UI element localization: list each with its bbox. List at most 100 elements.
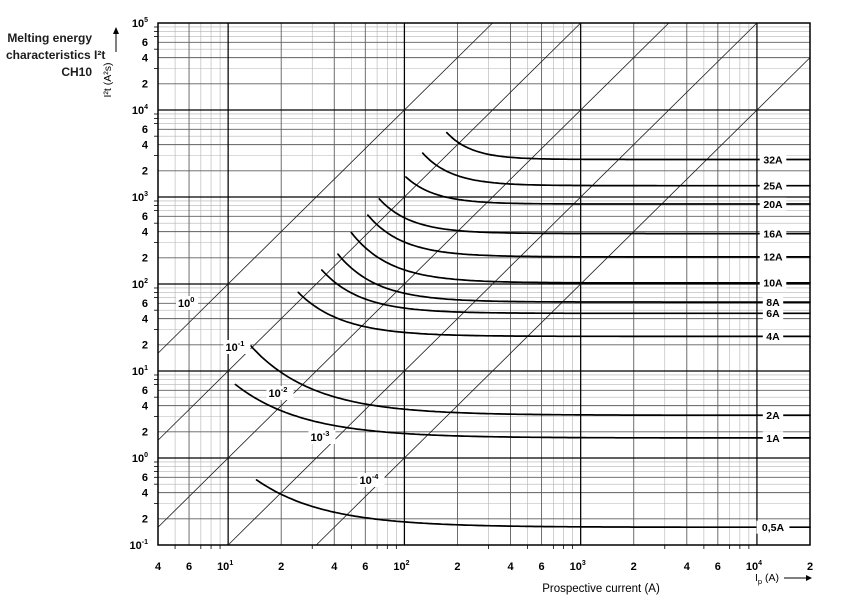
axis-ticks <box>154 26 750 549</box>
fuse-label-20A: 20A <box>763 199 783 211</box>
time-label-10e-3: 10-3 <box>311 429 330 444</box>
x-tick-20: 2 <box>278 561 284 573</box>
chart-title-line1: Melting energy <box>7 31 92 45</box>
y-tick-4000: 4 <box>142 139 149 151</box>
y-tick-1: 100 <box>132 452 148 465</box>
y-tick-labels: 10-1 2 4 6 100 2 4 6 101 2 4 6 102 2 4 6 103 2 4 6 104 2 4 6 105 <box>130 17 149 552</box>
fuse-label-bg <box>762 295 784 309</box>
x-tick-600: 6 <box>539 561 545 573</box>
y-tick-1000: 103 <box>132 191 148 204</box>
x-tick-4000: 4 <box>684 561 691 573</box>
time-label-bg <box>308 430 336 444</box>
x-tick-100: 102 <box>393 560 409 573</box>
time-label-10e0: 100 <box>178 295 194 310</box>
y-tick-600: 6 <box>142 211 148 223</box>
x-axis-title: Prospective current (A) <box>542 583 660 595</box>
chart-title: Melting energy characteristics I²t CH10 <box>6 30 106 80</box>
curve-25A <box>421 152 811 187</box>
curve-12A <box>366 214 811 258</box>
y-tick-10000: 104 <box>132 104 148 117</box>
y-tick-60000: 6 <box>142 37 148 49</box>
fuse-label-10A: 10A <box>763 278 783 290</box>
curve-4A <box>297 291 811 338</box>
y-tick-0.4: 4 <box>142 487 149 499</box>
time-line-labels: 100 10-1 10-2 10-3 10-4 <box>176 295 385 487</box>
fuse-label-4A: 4A <box>766 331 780 343</box>
curve-0,5A <box>255 479 811 529</box>
y-tick-100: 102 <box>132 278 148 291</box>
y-tick-60: 6 <box>142 298 148 310</box>
x-tick-labels: 4 6 101 2 4 6 102 2 4 6 103 2 4 6 104 2 <box>155 560 813 573</box>
time-label-10e-1: 10-1 <box>226 339 245 354</box>
x-tick-2000: 2 <box>631 561 637 573</box>
x-tick-1000: 103 <box>570 560 586 573</box>
chart-title-line2: characteristics I²t <box>6 47 106 62</box>
x-tick-20000: 2 <box>807 561 813 573</box>
x-tick-6000: 6 <box>715 561 721 573</box>
time-label-10e-2: 10-2 <box>269 385 288 400</box>
y-tick-0.1: 10-1 <box>130 539 149 552</box>
curve-1A <box>234 383 811 439</box>
fuse-label-16A: 16A <box>763 228 783 240</box>
time-label-10e-4: 10-4 <box>360 472 380 487</box>
curve-6A <box>320 269 811 315</box>
fuse-label-bg <box>762 306 784 320</box>
y-tick-0.6: 6 <box>142 472 148 484</box>
curve-2A <box>247 342 811 417</box>
y-axis-title: I²t (A²s) <box>102 63 114 98</box>
curve-20A <box>405 176 811 205</box>
x-tick-10: 101 <box>217 560 233 573</box>
y-tick-0.2: 2 <box>142 514 148 526</box>
fuse-label-12A: 12A <box>763 252 783 264</box>
curve-10A <box>350 231 811 284</box>
fuse-label-25A: 25A <box>763 180 783 192</box>
x-tick-10000: 104 <box>746 560 762 573</box>
x-tick-400: 4 <box>507 561 514 573</box>
x-tick-40: 4 <box>331 561 338 573</box>
fuse-label-bg <box>762 408 784 422</box>
y-tick-10: 101 <box>132 365 148 378</box>
time-line-10e-1 <box>157 22 581 441</box>
x-axis-arrow-icon <box>806 575 812 581</box>
x-tick-60: 6 <box>362 561 368 573</box>
curve-32A <box>445 131 811 161</box>
time-line-10e-3 <box>227 22 758 546</box>
fuse-label-bg <box>759 250 787 264</box>
axis-titles: Prospective current (A) Ip (A) I²t (A²s) <box>102 27 812 595</box>
time-line-10e-2 <box>157 22 670 528</box>
y-tick-400: 4 <box>142 226 149 238</box>
fuse-label-2A: 2A <box>766 410 780 422</box>
y-tick-40000: 4 <box>142 52 149 64</box>
time-label-bg <box>357 473 385 487</box>
y-tick-6: 6 <box>142 385 148 397</box>
x-tick-4: 4 <box>155 561 162 573</box>
curve-16A <box>378 198 811 235</box>
x-tick-6: 6 <box>186 561 192 573</box>
fuse-label-6A: 6A <box>766 308 780 320</box>
y-tick-2000: 2 <box>142 166 148 178</box>
chart-title-line3: CH10 <box>61 64 92 79</box>
curve-8A <box>337 253 811 303</box>
y-tick-20000: 2 <box>142 79 148 91</box>
fuse-label-1A: 1A <box>766 433 780 445</box>
x-axis-symbol: Ip (A) <box>755 572 779 586</box>
y-tick-2: 2 <box>142 427 148 439</box>
fuse-label-bg <box>759 179 787 193</box>
fuse-label-bg <box>756 520 790 534</box>
y-tick-4: 4 <box>142 400 149 412</box>
fuse-label-bg <box>759 152 787 166</box>
x-tick-200: 2 <box>454 561 460 573</box>
fuse-curves <box>234 131 811 529</box>
fuse-label-32A: 32A <box>763 154 783 166</box>
fuse-label-8A: 8A <box>766 297 780 309</box>
fuse-label-bg <box>762 329 784 343</box>
time-label-bg <box>223 340 251 354</box>
y-tick-6000: 6 <box>142 124 148 136</box>
fuse-label-bg <box>759 197 787 211</box>
fuse-label-bg <box>762 431 784 445</box>
y-tick-20: 2 <box>142 340 148 352</box>
y-axis-arrow-icon <box>113 27 119 34</box>
y-tick-100000: 105 <box>132 17 148 30</box>
fuse-label-0,5A: 0,5A <box>762 522 785 534</box>
